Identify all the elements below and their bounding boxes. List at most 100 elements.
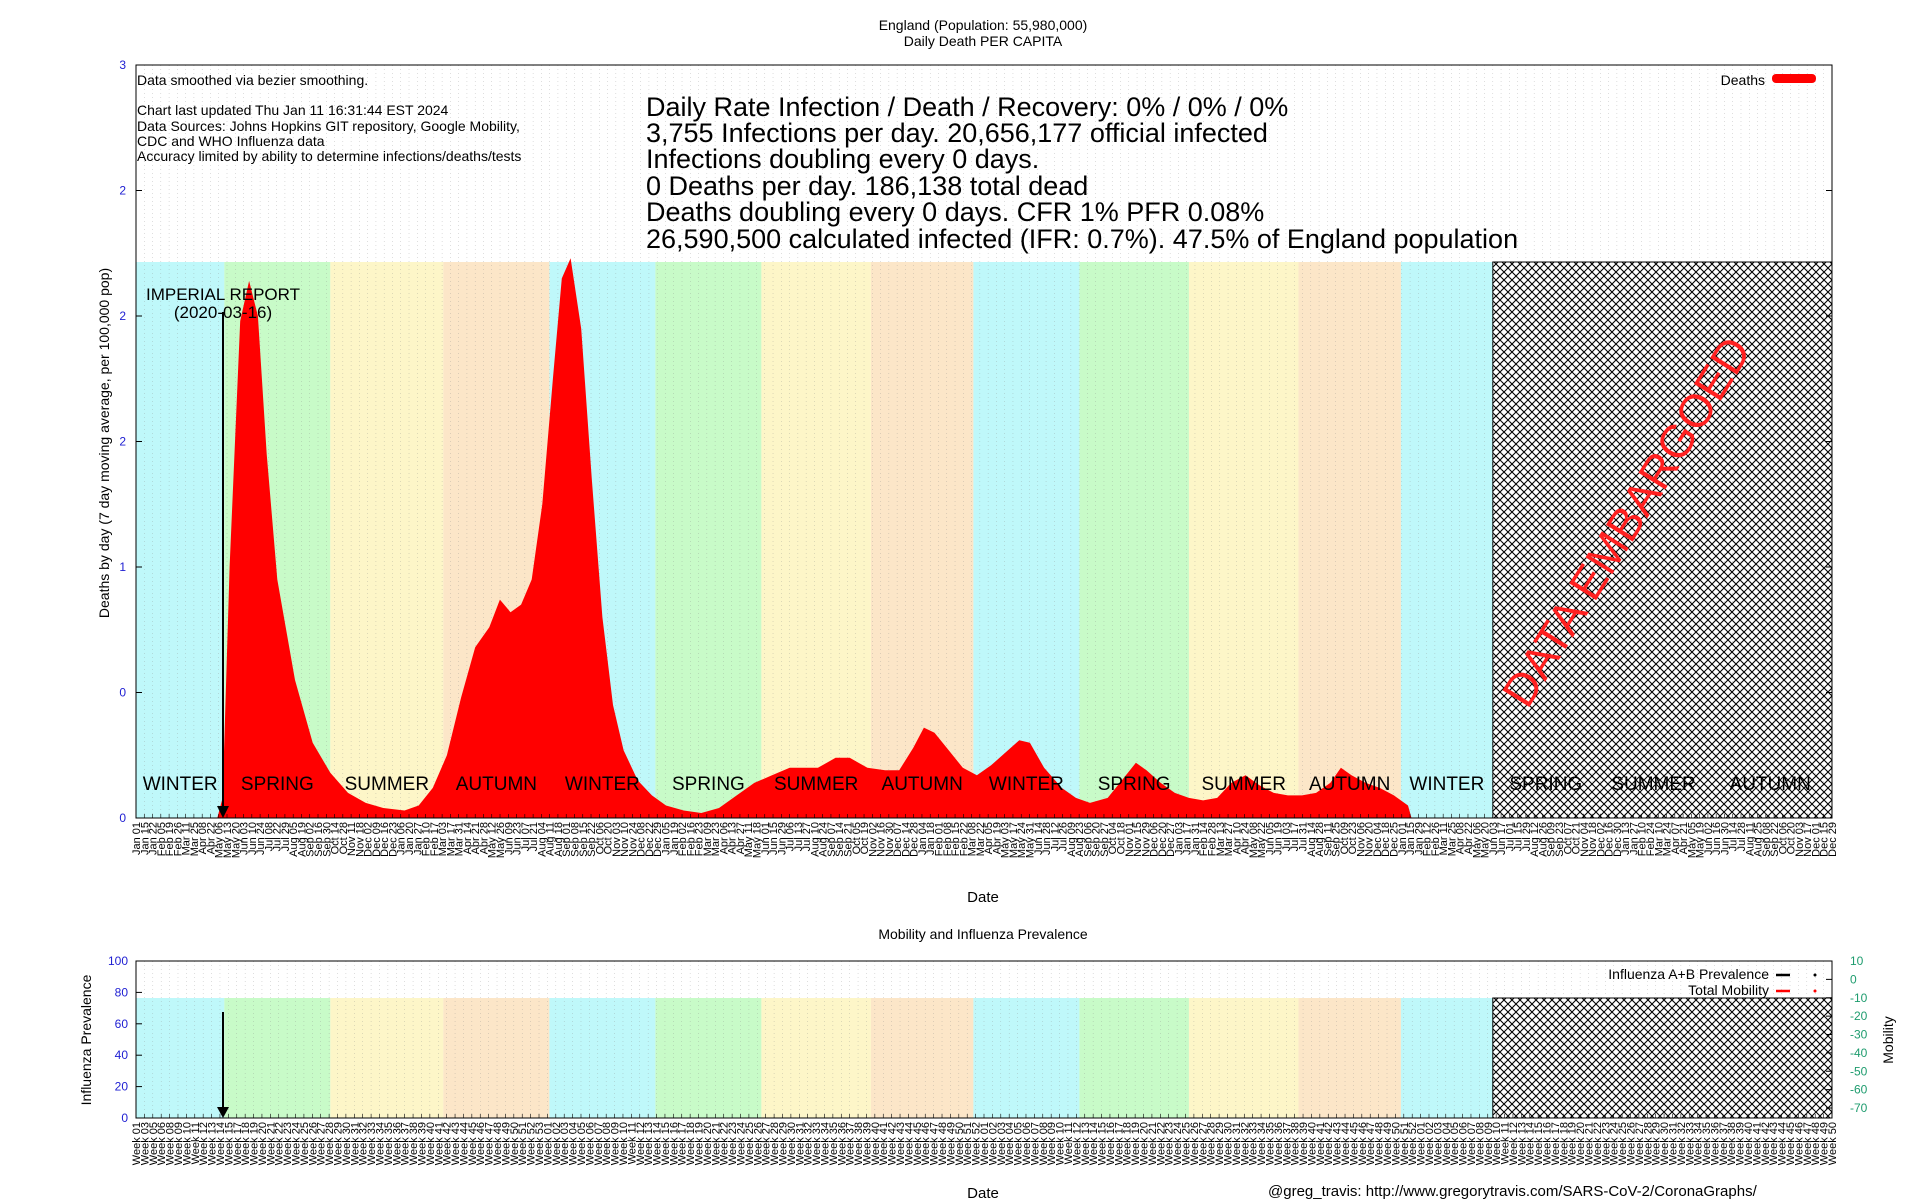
week-tick-label: Week 07 [1466, 1122, 1478, 1165]
x-tick-label: Oct 06 [594, 822, 606, 854]
x-tick-label: Sep 30 [321, 822, 333, 857]
mobility-band-autumn [870, 998, 974, 1118]
week-tick-label: Week 20 [257, 1122, 269, 1165]
week-tick-label: Week 53 [534, 1122, 546, 1165]
mobility-season-bands [136, 997, 1833, 1119]
x-tick-label: Jun 01 [760, 822, 772, 855]
mobility-tick-label: -50 [1850, 1064, 1868, 1078]
week-tick-label: Week 31 [794, 1122, 806, 1165]
x-tick-label: Apr 05 [983, 822, 995, 854]
week-tick-label: Week 48 [492, 1122, 504, 1165]
week-tick-label: Week 41 [1751, 1122, 1763, 1165]
x-tick-label: Nov 10 [619, 822, 631, 857]
x-tick-label: Sep 22 [586, 822, 598, 857]
week-tick-label: Week 47 [929, 1122, 941, 1165]
season-label: AUTUMN [1309, 774, 1390, 795]
x-tick-label: Sep 06 [1082, 822, 1094, 857]
week-tick-label: Week 52 [526, 1122, 538, 1165]
x-tick-label: Jul 06 [785, 822, 797, 851]
x-tick-label: Apr 27 [735, 822, 747, 854]
week-tick-label: Week 44 [903, 1122, 915, 1165]
x-tick-label: Mar 27 [1223, 822, 1235, 856]
x-tick-label: Dec 20 [1157, 822, 1169, 857]
week-tick-label: Week 24 [291, 1122, 303, 1165]
season-label: AUTUMN [1730, 774, 1811, 795]
x-tick-label: Jun 17 [1496, 822, 1508, 855]
week-tick-label: Week 46 [1357, 1122, 1369, 1165]
x-tick-label: Feb 15 [950, 822, 962, 856]
week-tick-label: Week 34 [1256, 1122, 1268, 1165]
week-tick-label: Week 39 [861, 1122, 873, 1165]
week-tick-label: Week 11 [626, 1122, 638, 1164]
week-tick-label: Week 50 [1390, 1122, 1402, 1165]
x-tick-label: Jan 04 [917, 822, 929, 855]
x-tick-label: Dec 29 [1827, 822, 1839, 857]
week-tick-label: Week 46 [475, 1122, 487, 1165]
x-tick-label: Oct 06 [1777, 822, 1789, 854]
x-tick-label: Jun 24 [255, 822, 267, 855]
season-label: SPRING [1098, 774, 1171, 795]
week-tick-label: Week 33 [1248, 1122, 1260, 1165]
week-tick-label: Week 07 [593, 1122, 605, 1165]
season-label: SUMMER [774, 774, 858, 795]
week-tick-label: Week 40 [1306, 1122, 1318, 1165]
week-tick-label: Week 40 [1743, 1122, 1755, 1165]
x-tick-label: Oct 05 [851, 822, 863, 854]
week-tick-label: Week 38 [1290, 1122, 1302, 1165]
week-tick-label: Week 43 [1768, 1122, 1780, 1165]
week-tick-label: Week 02 [987, 1122, 999, 1165]
x-tick-label: Jan 31 [1190, 822, 1202, 855]
x-tick-label: Sep 07 [826, 822, 838, 857]
x-tick-label: Jul 29 [1521, 822, 1533, 851]
week-tick-label: Week 12 [1508, 1122, 1520, 1165]
x-tick-label: Nov 03 [1794, 822, 1806, 857]
week-tick-label: Week 37 [400, 1122, 412, 1165]
week-tick-label: Week 15 [223, 1122, 235, 1165]
x-tick-label: Feb 16 [685, 822, 697, 856]
influenza-axis-label: Influenza Prevalence [78, 974, 94, 1105]
week-tick-label: Week 11 [1063, 1122, 1075, 1164]
season-band-spring [655, 262, 762, 818]
week-tick-label: Week 08 [165, 1122, 177, 1165]
week-tick-label: Week 29 [333, 1122, 345, 1165]
week-tick-label: Week 19 [1130, 1122, 1142, 1165]
week-tick-label: Week 51 [517, 1122, 529, 1165]
week-tick-label: Week 32 [1676, 1122, 1688, 1165]
mobility-chart-title: Mobility and Influenza Prevalence [878, 926, 1088, 942]
x-tick-label: Jun 28 [1041, 822, 1053, 855]
week-tick-label: Week 39 [416, 1122, 428, 1165]
week-tick-label: Week 13 [1516, 1122, 1528, 1165]
week-tick-label: Week 33 [811, 1122, 823, 1165]
x-tick-label: Sep 02 [305, 822, 317, 857]
week-tick-label: Week 39 [1735, 1122, 1747, 1165]
week-tick-label: Week 08 [1474, 1122, 1486, 1165]
x-tick-label: Nov 03 [611, 822, 623, 857]
imperial-report-arrowhead [217, 806, 229, 818]
smoothing-note: Data smoothed via bezier smoothing. [137, 72, 368, 88]
x-tick-label: Apr 19 [991, 822, 1003, 854]
x-tick-label: Feb 01 [933, 822, 945, 856]
x-tick-label: Apr 08 [197, 822, 209, 854]
x-tick-label: Jul 22 [272, 822, 284, 851]
week-tick-label: Week 22 [1155, 1122, 1167, 1165]
x-tick-label: Apr 07 [1670, 822, 1682, 854]
week-tick-label: Week 44 [1340, 1122, 1352, 1165]
week-tick-label: Week 26 [1625, 1122, 1637, 1165]
x-tick-label: Jun 14 [1033, 822, 1045, 855]
week-tick-label: Week 19 [249, 1122, 261, 1165]
week-tick-label: Week 23 [282, 1122, 294, 1165]
x-tick-label: Dec 15 [1819, 822, 1831, 857]
x-tick-label: Jul 17 [1289, 822, 1301, 851]
week-tick-label: Week 47 [1365, 1122, 1377, 1165]
x-tick-label: Dec 23 [387, 822, 399, 857]
influenza-tick-label: 0 [121, 1111, 128, 1125]
week-tick-label: Week 38 [408, 1122, 420, 1165]
mobility-band-spring [655, 998, 762, 1118]
week-tick-label: Week 30 [341, 1122, 353, 1165]
week-tick-label: Week 45 [467, 1122, 479, 1165]
x-tick-label: May 06 [1471, 822, 1483, 858]
x-tick-label: Sep 23 [1554, 822, 1566, 857]
x-tick-label: Jun 30 [1719, 822, 1731, 855]
mobility-band-winter [136, 998, 225, 1118]
x-tick-label: Mar 25 [1446, 822, 1458, 856]
